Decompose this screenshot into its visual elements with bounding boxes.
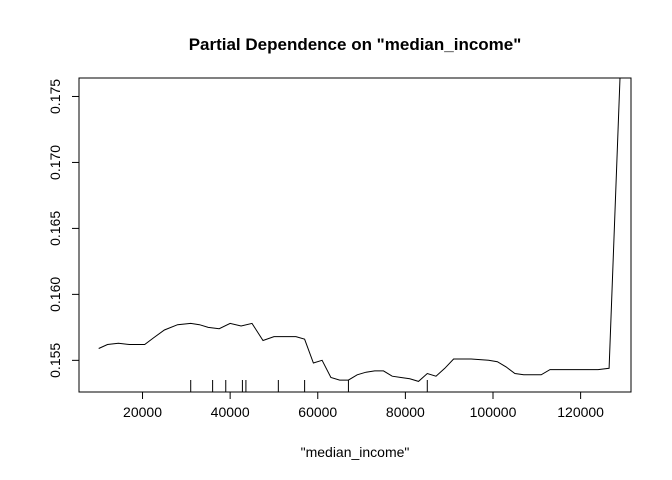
rug-marks: [190, 380, 428, 392]
x-tick-label: 120000: [557, 404, 604, 420]
y-tick-label: 0.175: [47, 79, 63, 114]
y-tick-label: 0.160: [47, 277, 63, 312]
y-axis: 0.155 0.160 0.165 0.170 0.175: [47, 79, 80, 378]
x-tick-label: 60000: [298, 404, 337, 420]
x-tick-label: 40000: [211, 404, 250, 420]
x-tick-label: 80000: [386, 404, 425, 420]
partial-dependence-line: [98, 77, 621, 382]
y-tick-label: 0.170: [47, 145, 63, 180]
x-tick-label: 20000: [123, 404, 162, 420]
x-axis: 20000 40000 60000 80000 100000 120000: [123, 391, 604, 420]
y-tick-label: 0.155: [47, 343, 63, 378]
plot-frame: [78, 77, 632, 393]
x-axis-label: "median_income": [301, 444, 410, 460]
x-tick-label: 100000: [470, 404, 517, 420]
chart-title: Partial Dependence on "median_income": [189, 35, 522, 54]
y-tick-label: 0.165: [47, 211, 63, 246]
series-group: [98, 77, 621, 382]
